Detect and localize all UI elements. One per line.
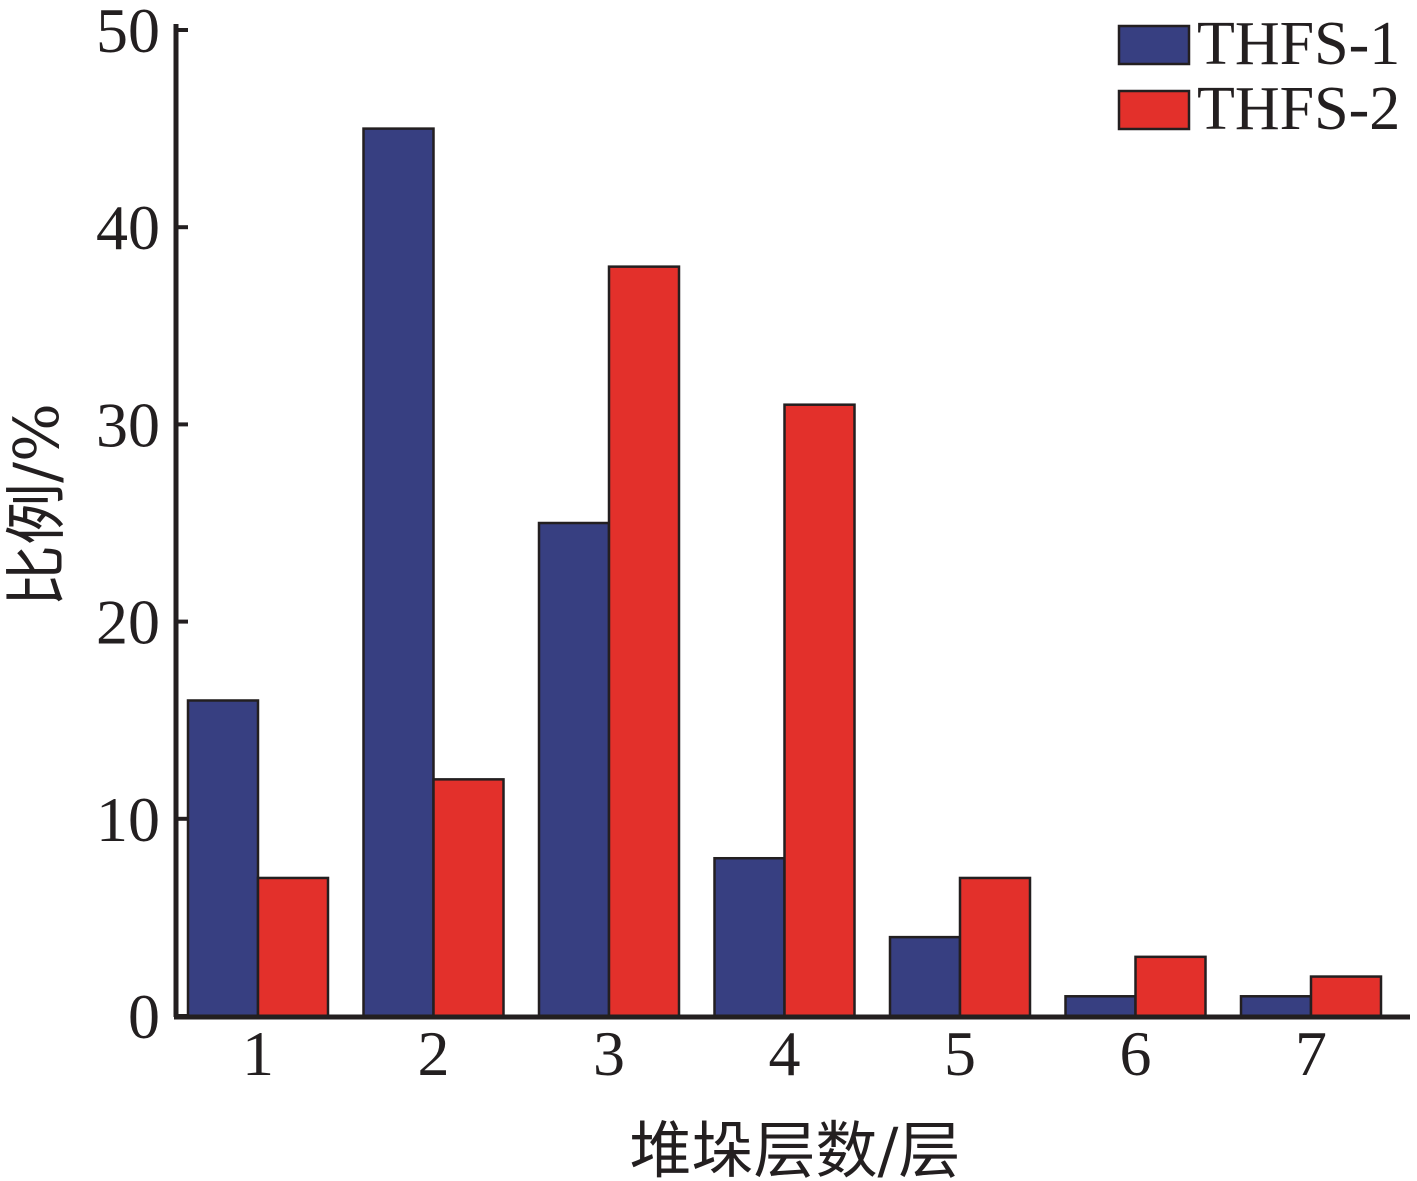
bar-thfs-1-cat-7	[1239, 995, 1313, 1018]
bar-thfs-2-cat-4	[783, 403, 856, 1018]
bar-thfs-2-cat-2	[432, 778, 505, 1018]
x-tick-label: 4	[769, 1018, 801, 1089]
y-ticks: 0 10 20 30 40 50	[96, 0, 188, 1052]
bar-thfs-1-cat-3	[537, 521, 611, 1018]
x-axis-label: 堆垛层数/层	[630, 1114, 961, 1181]
bar-thfs-1-cat-5	[888, 935, 962, 1018]
x-tick-label: 7	[1295, 1018, 1327, 1089]
bar-thfs-2-cat-5	[958, 876, 1032, 1018]
bar-thfs-1-cat-2	[362, 127, 435, 1018]
legend-swatch-thfs-2	[1117, 89, 1191, 131]
legend-swatch-thfs-1	[1117, 24, 1191, 66]
legend-label-thfs-1: THFS-1	[1197, 10, 1400, 78]
axes-layer	[173, 24, 1410, 1020]
x-ticks: 1 2 3 4 5 6 7	[242, 1018, 1327, 1089]
y-tick-label: 10	[96, 784, 160, 855]
bar-thfs-2-cat-6	[1134, 955, 1207, 1018]
bar-thfs-1-cat-1	[186, 699, 260, 1018]
x-tick-label: 1	[242, 1018, 274, 1089]
y-tick-label: 40	[96, 192, 160, 263]
bar-thfs-1-cat-6	[1064, 995, 1137, 1018]
bar-thfs-2-cat-1	[256, 876, 330, 1018]
bar-thfs-2-cat-7	[1309, 975, 1383, 1018]
x-tick-label: 6	[1120, 1018, 1152, 1089]
x-tick-label: 3	[593, 1018, 625, 1089]
bars-layer	[186, 127, 1383, 1018]
y-tick-label: 30	[96, 389, 160, 460]
x-tick-label: 2	[418, 1018, 450, 1089]
y-axis-label: 比例/%	[0, 403, 73, 607]
y-tick-label: 0	[128, 981, 160, 1052]
bar-thfs-2-cat-3	[607, 265, 681, 1018]
legend-label-thfs-2: THFS-2	[1197, 75, 1400, 143]
x-tick-label: 5	[944, 1018, 976, 1089]
y-tick-label: 20	[96, 587, 160, 658]
y-tick-label: 50	[96, 0, 160, 66]
bar-thfs-1-cat-4	[713, 856, 786, 1018]
